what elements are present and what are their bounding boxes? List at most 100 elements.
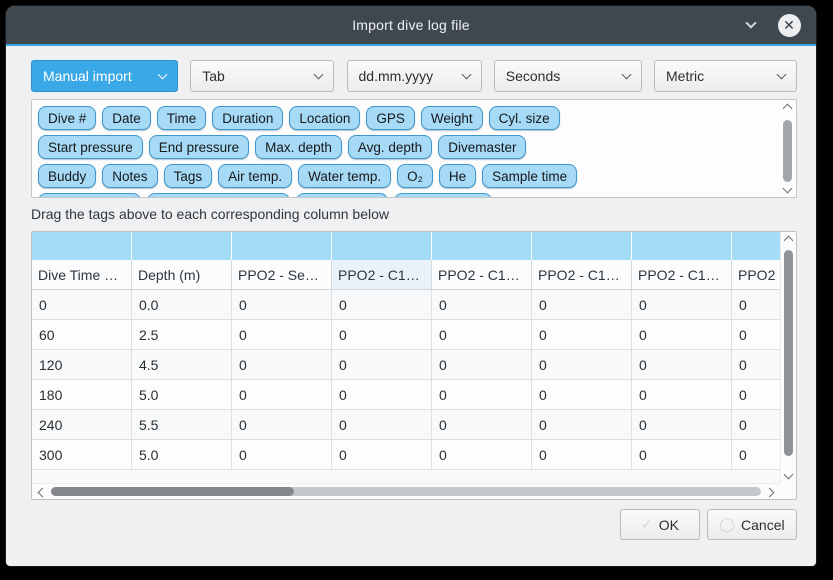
column-drop-target[interactable] bbox=[732, 232, 780, 260]
table-cell: 0 bbox=[432, 350, 532, 379]
tag[interactable]: Duration bbox=[212, 106, 284, 130]
table-cell: 0 bbox=[632, 350, 732, 379]
tag-palette-scrollbar[interactable] bbox=[780, 100, 796, 197]
scroll-left-icon[interactable] bbox=[37, 487, 48, 498]
ok-button-label: OK bbox=[658, 516, 679, 533]
column-drop-target[interactable] bbox=[332, 232, 432, 260]
tag[interactable]: O₂ bbox=[397, 164, 433, 188]
table-cell: 0 bbox=[332, 410, 432, 439]
column-drop-target[interactable] bbox=[132, 232, 232, 260]
scroll-down-icon[interactable] bbox=[782, 183, 793, 194]
combo-box-2[interactable]: Tab bbox=[190, 60, 335, 92]
tag[interactable]: GPS bbox=[366, 106, 415, 130]
chevron-down-icon bbox=[461, 69, 471, 80]
column-header[interactable]: Depth (m) bbox=[132, 260, 232, 289]
tag[interactable]: Sample depth bbox=[38, 193, 142, 197]
table-cell: 0 bbox=[232, 410, 332, 439]
chevron-down-icon bbox=[621, 69, 632, 80]
column-drop-target[interactable] bbox=[232, 232, 332, 260]
close-button[interactable]: ✕ bbox=[774, 6, 804, 44]
scrollbar-thumb[interactable] bbox=[784, 250, 793, 456]
tag[interactable]: Sample time bbox=[482, 164, 578, 188]
combo-box-1[interactable]: Manual import bbox=[31, 60, 178, 92]
tag-row: Sample depth Sample temperature Sample pO₂… bbox=[38, 193, 776, 197]
table-cell: 0 bbox=[332, 440, 432, 469]
table-cell: 0 bbox=[532, 380, 632, 409]
column-header[interactable]: PPO2 - C1… bbox=[332, 260, 432, 289]
tag-row: Start pressure End pressure Max. depth Avg.… bbox=[38, 135, 776, 159]
combo-value: Seconds bbox=[505, 68, 561, 84]
column-drop-target[interactable] bbox=[532, 232, 632, 260]
tag[interactable]: Tags bbox=[163, 164, 213, 188]
tag[interactable]: Air temp. bbox=[218, 164, 293, 188]
tag-row: Dive # Date Time Duration Location GPS Weight C… bbox=[38, 106, 776, 130]
window-title: Import dive log file bbox=[352, 17, 470, 33]
combo-box-4[interactable]: Seconds bbox=[493, 60, 642, 92]
table-cell: 0 bbox=[732, 380, 780, 409]
table-cell: 0 bbox=[532, 290, 632, 319]
column-header[interactable]: PPO2 - C1… bbox=[732, 260, 780, 289]
column-header[interactable]: PPO2 - C1… bbox=[632, 260, 732, 289]
table-cell: 4.5 bbox=[132, 350, 232, 379]
scroll-up-icon[interactable] bbox=[782, 103, 793, 114]
table-cell: 0 bbox=[32, 290, 132, 319]
tag[interactable]: Divemaster bbox=[438, 135, 527, 159]
tag[interactable]: End pressure bbox=[148, 135, 250, 159]
column-header[interactable]: PPO2 - Se… bbox=[232, 260, 332, 289]
scroll-right-icon[interactable] bbox=[764, 487, 775, 498]
table-cell: 0 bbox=[232, 350, 332, 379]
dialog-content: Manual import Tab dd.mm.yyyy Seconds Met… bbox=[6, 46, 816, 540]
tag[interactable]: Weight bbox=[420, 106, 483, 130]
titlebar-accent-line bbox=[6, 44, 816, 46]
dialog-button-row: ✓ OK ◯ Cancel bbox=[31, 509, 797, 540]
tag[interactable]: Avg. depth bbox=[347, 135, 433, 159]
column-header[interactable]: Dive Time … bbox=[32, 260, 132, 289]
tag[interactable]: Date bbox=[102, 106, 151, 130]
table-cell: 0 bbox=[532, 350, 632, 379]
tag[interactable]: Notes bbox=[102, 164, 158, 188]
table-cell: 0 bbox=[332, 350, 432, 379]
tag[interactable]: Location bbox=[289, 106, 361, 130]
tag[interactable]: He bbox=[438, 164, 477, 188]
scroll-up-icon[interactable] bbox=[783, 235, 794, 246]
scroll-down-icon[interactable] bbox=[783, 469, 794, 480]
table-vertical-scrollbar[interactable] bbox=[780, 232, 796, 483]
combo-value: Tab bbox=[202, 68, 225, 84]
ok-button[interactable]: ✓ OK bbox=[620, 509, 700, 540]
tag[interactable]: Buddy bbox=[38, 164, 97, 188]
shade-button[interactable] bbox=[738, 6, 764, 44]
tag[interactable]: Time bbox=[156, 106, 207, 130]
column-drop-target[interactable] bbox=[432, 232, 532, 260]
tag[interactable]: Cyl. size bbox=[488, 106, 560, 130]
combo-row: Manual import Tab dd.mm.yyyy Seconds Met… bbox=[31, 60, 797, 92]
table-cell: 0 bbox=[432, 290, 532, 319]
tag[interactable]: Start pressure bbox=[38, 135, 143, 159]
table-horizontal-scrollbar[interactable] bbox=[32, 483, 780, 499]
chevron-down-icon bbox=[745, 17, 757, 29]
drag-hint-label: Drag the tags above to each correspondin… bbox=[31, 206, 389, 222]
tag[interactable]: Water temp. bbox=[298, 164, 392, 188]
column-header[interactable]: PPO2 - C1… bbox=[432, 260, 532, 289]
scrollbar-thumb[interactable] bbox=[51, 487, 294, 496]
tag-row: Buddy Notes Tags Air temp. Water temp. O₂ He Sa… bbox=[38, 164, 776, 188]
column-drop-target[interactable] bbox=[32, 232, 132, 260]
chevron-down-icon bbox=[157, 69, 168, 80]
scrollbar-track[interactable] bbox=[51, 487, 761, 496]
table-cell: 5.5 bbox=[132, 410, 232, 439]
combo-value: Manual import bbox=[43, 68, 132, 84]
combo-box-3[interactable]: dd.mm.yyyy bbox=[346, 60, 482, 92]
tag[interactable]: Sample pO₂ bbox=[295, 193, 389, 197]
cancel-button[interactable]: ◯ Cancel bbox=[707, 509, 797, 540]
column-header[interactable]: PPO2 - C1… bbox=[532, 260, 632, 289]
tag[interactable]: Dive # bbox=[38, 106, 97, 130]
combo-box-5[interactable]: Metric bbox=[654, 60, 797, 92]
tag[interactable]: Sample CNS bbox=[394, 193, 493, 197]
column-drop-target[interactable] bbox=[632, 232, 732, 260]
scrollbar-thumb[interactable] bbox=[783, 120, 792, 182]
table-cell: 0 bbox=[232, 290, 332, 319]
tag[interactable]: Max. depth bbox=[255, 135, 342, 159]
table-cell: 0 bbox=[232, 380, 332, 409]
table-cell: 0 bbox=[732, 410, 780, 439]
tag[interactable]: Sample temperature bbox=[147, 193, 290, 197]
table-cell: 0 bbox=[732, 440, 780, 469]
